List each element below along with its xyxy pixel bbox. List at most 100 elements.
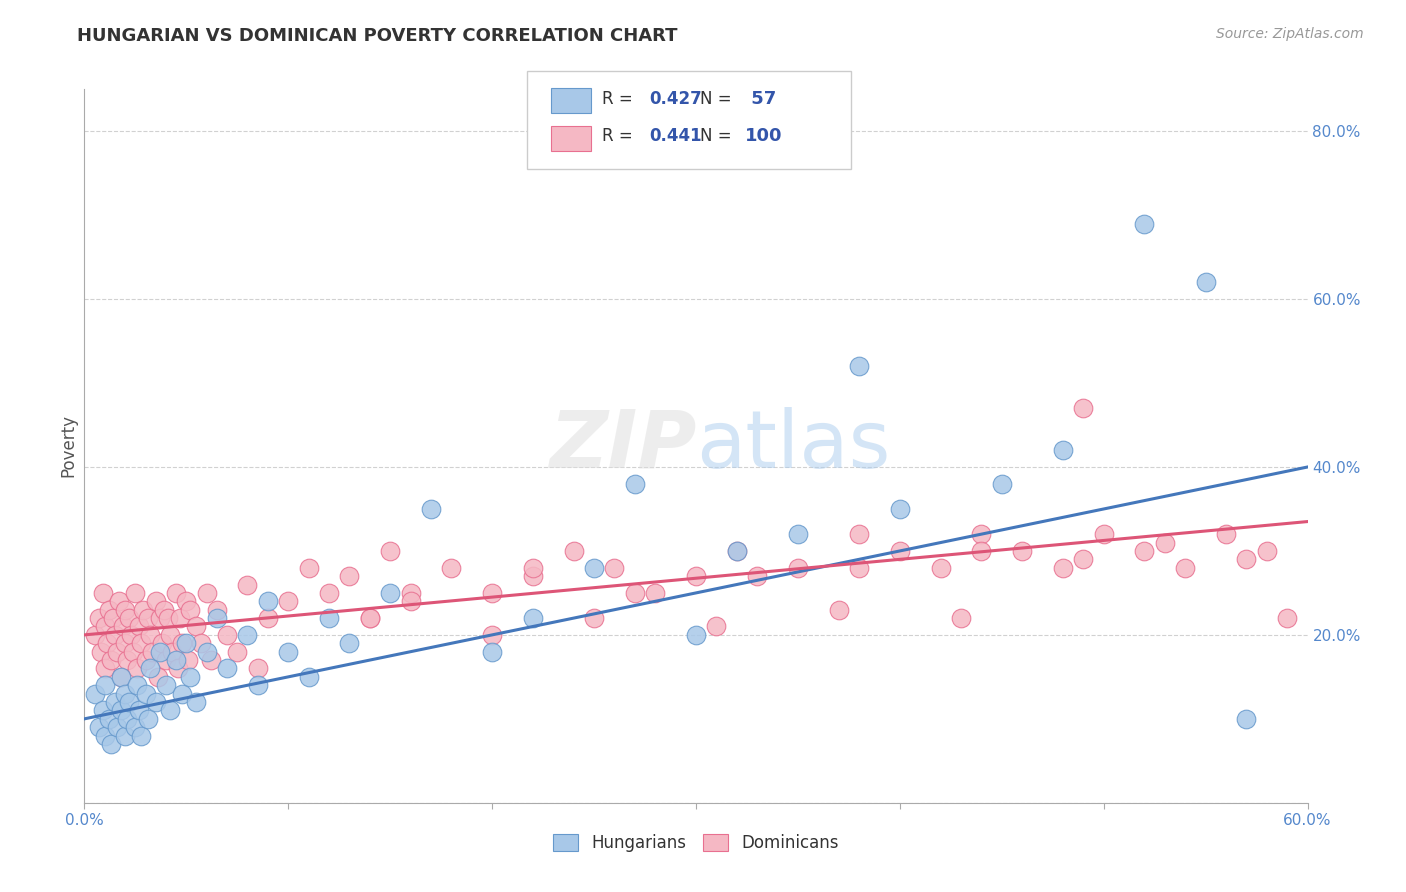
Point [1154,535,1177,549]
Point [929,560,952,574]
Point [583,560,606,574]
Point [522,569,544,583]
Point [522,560,544,574]
Point [135,687,157,701]
Point [624,476,647,491]
Point [93,661,115,675]
Point [1256,544,1278,558]
Point [440,560,463,574]
Point [159,703,181,717]
Point [339,569,361,583]
Point [91,586,114,600]
Point [359,611,381,625]
Point [135,653,157,667]
Point [226,645,249,659]
Point [127,678,149,692]
Point [115,653,138,667]
Point [200,653,222,667]
Point [145,695,167,709]
Point [725,544,748,558]
Point [172,687,194,701]
Point [153,603,176,617]
Point [399,594,422,608]
Point [991,476,1014,491]
Y-axis label: Poverty: Poverty [59,415,77,477]
Point [104,628,127,642]
Text: 57: 57 [745,90,776,108]
Point [118,695,141,709]
Point [195,586,218,600]
Point [108,594,131,608]
Point [179,670,201,684]
Point [603,560,626,574]
Point [481,645,503,659]
Point [114,687,136,701]
Point [747,569,769,583]
Point [950,611,973,625]
Point [257,594,280,608]
Point [110,670,132,684]
Point [118,611,141,625]
Point [339,636,361,650]
Point [787,560,810,574]
Point [522,611,544,625]
Point [848,359,870,374]
Point [124,586,146,600]
Point [83,687,105,701]
Point [179,603,201,617]
Point [96,636,118,650]
Point [177,653,200,667]
Text: Source: ZipAtlas.com: Source: ZipAtlas.com [1216,27,1364,41]
Point [298,560,321,574]
Point [114,603,136,617]
Point [174,594,197,608]
Point [1052,560,1074,574]
Point [87,611,110,625]
Point [1174,560,1197,574]
Point [97,603,120,617]
Point [236,628,259,642]
Point [160,645,183,659]
Point [138,661,160,675]
Text: ZIP: ZIP [548,407,696,485]
Point [889,544,911,558]
Point [114,636,136,650]
Point [136,611,159,625]
Point [236,577,259,591]
Point [848,527,870,541]
Point [112,619,135,633]
Text: atlas: atlas [696,407,890,485]
Point [706,619,728,633]
Point [87,720,110,734]
Point [186,695,208,709]
Point [195,645,218,659]
Point [644,586,666,600]
Point [970,527,993,541]
Point [110,670,132,684]
Point [115,712,138,726]
Text: N =: N = [700,90,737,108]
Text: N =: N = [700,128,737,145]
Point [970,544,993,558]
Point [685,569,707,583]
Point [889,502,911,516]
Point [277,645,299,659]
Point [93,729,115,743]
Point [380,586,402,600]
Point [83,628,105,642]
Point [217,628,239,642]
Point [1073,552,1095,566]
Point [101,611,124,625]
Point [186,619,208,633]
Point [122,645,145,659]
Point [100,737,122,751]
Point [149,611,172,625]
Point [159,628,181,642]
Point [138,628,160,642]
Point [1011,544,1033,558]
Point [481,586,503,600]
Point [787,527,810,541]
Point [1277,611,1299,625]
Point [190,636,212,650]
Point [562,544,585,558]
